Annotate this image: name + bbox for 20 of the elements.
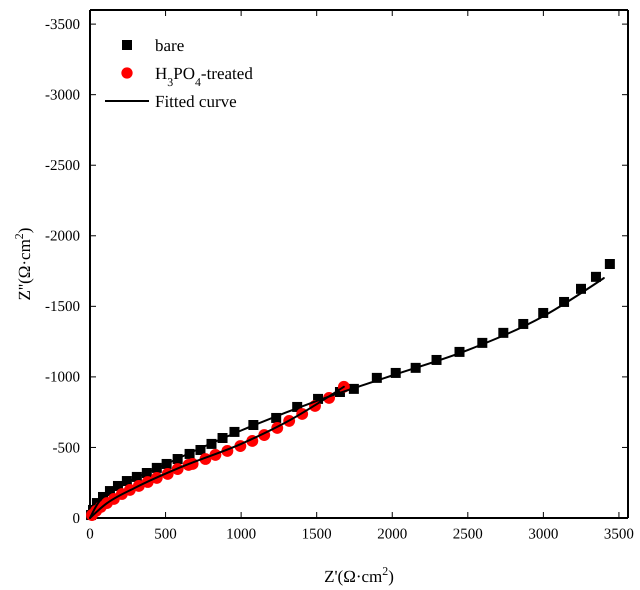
legend-label: Fitted curve (155, 92, 237, 111)
y-tick-label: -2000 (45, 228, 80, 245)
x-tick-label: 1500 (302, 526, 332, 543)
x-tick-label: 3000 (528, 526, 558, 543)
x-tick-label: 2000 (377, 526, 408, 543)
y-tick-label: -1500 (45, 299, 80, 316)
y-tick-label: -1000 (45, 370, 80, 386)
y-tick-label: -3500 (45, 16, 80, 33)
legend-label: bare (155, 36, 184, 55)
y-tick-label: -2500 (45, 158, 80, 174)
y-tick-label: 0 (72, 510, 80, 527)
x-tick-label: 500 (154, 526, 177, 543)
y-tick-label: -3000 (45, 87, 80, 104)
x-tick-label: 0 (86, 526, 94, 543)
x-tick-label: 3500 (604, 526, 634, 543)
x-tick-label: 2500 (452, 526, 483, 543)
x-tick-label: 1000 (226, 526, 256, 543)
legend-label: H$_{3}$PO$_{4}$-treated (155, 64, 254, 89)
y-tick-label: -500 (52, 440, 80, 456)
x-axis-title: Z'(Ω·cm$^{2}$) (324, 564, 394, 586)
